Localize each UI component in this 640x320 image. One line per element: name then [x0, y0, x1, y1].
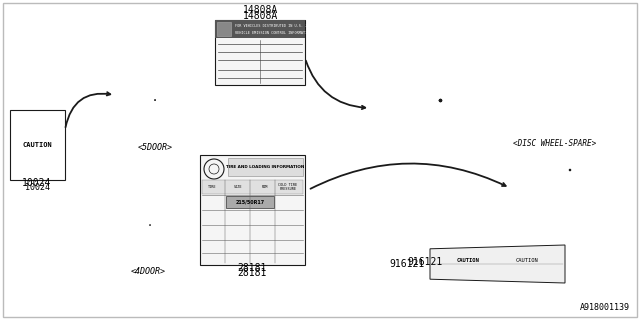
Bar: [200, 155, 305, 265]
Text: FOR VEHICLES DISTRIBUTED IN U.S. JAPAN: FOR VEHICLES DISTRIBUTED IN U.S. JAPAN: [235, 24, 316, 28]
Text: 916121: 916121: [390, 259, 425, 269]
Text: RIM: RIM: [262, 185, 268, 189]
Text: TIRE AND LOADING INFORMATION: TIRE AND LOADING INFORMATION: [227, 165, 305, 169]
Bar: [228, 158, 303, 176]
Text: A918001139: A918001139: [580, 303, 630, 312]
Text: 14808A: 14808A: [243, 11, 278, 21]
Text: <5DOOR>: <5DOOR>: [138, 143, 173, 153]
Text: 14808A: 14808A: [243, 5, 278, 15]
Bar: [202, 180, 303, 194]
Text: SIZE: SIZE: [234, 185, 243, 189]
Bar: [215, 20, 305, 85]
Text: TIRE: TIRE: [208, 185, 216, 189]
Text: 10024: 10024: [22, 178, 52, 188]
Text: 10024: 10024: [25, 183, 50, 193]
Text: 215/50R17: 215/50R17: [236, 199, 264, 204]
Text: 28181: 28181: [238, 268, 267, 278]
Bar: [10, 110, 65, 180]
Text: <4DOOR>: <4DOOR>: [131, 268, 166, 276]
Text: <DISC WHEEL-SPARE>: <DISC WHEEL-SPARE>: [513, 139, 596, 148]
Text: CAUTION: CAUTION: [516, 258, 539, 263]
Text: 28181: 28181: [237, 263, 267, 273]
Text: COLD TIRE
PRESSURE: COLD TIRE PRESSURE: [278, 183, 298, 191]
Bar: [215, 20, 305, 38]
Text: VEHICLE EMISSION CONTROL INFORMATION: VEHICLE EMISSION CONTROL INFORMATION: [235, 31, 312, 35]
Text: 916121: 916121: [408, 257, 443, 267]
Bar: [226, 196, 274, 208]
Text: CAUTION: CAUTION: [456, 258, 479, 263]
Text: CAUTION: CAUTION: [22, 142, 52, 148]
Bar: [217, 22, 231, 36]
Polygon shape: [430, 245, 565, 283]
